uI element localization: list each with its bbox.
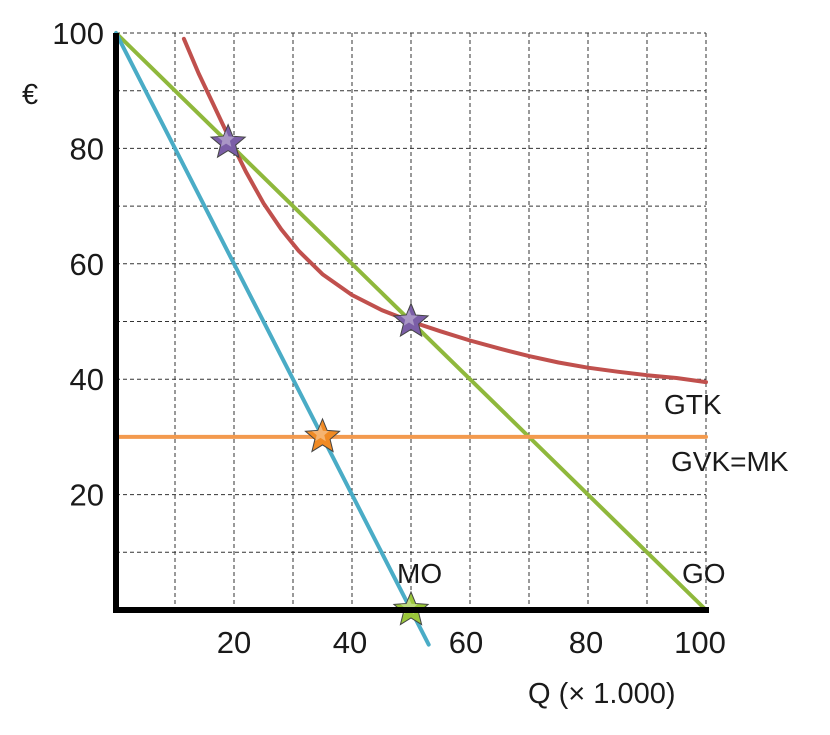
x-tick-label: 60 [449,625,483,660]
star-marker-GTK-GO-intersection [209,123,247,159]
star-marker-highlight [311,424,330,442]
y-tick-label: 100 [52,16,104,51]
star-marker-MO-MK-intersection [304,417,341,453]
series-line-mo [114,31,431,647]
label-mo: MO [397,558,442,589]
y-axis-label: € [22,79,38,111]
y-tick-label: 20 [70,478,104,513]
label-go: GO [682,558,726,589]
y-tick-label: 80 [70,131,104,166]
label-gtk: GTK [664,389,722,420]
star-marker-highlight [400,598,418,615]
marker-layer [209,123,430,626]
x-tick-label: 20 [217,625,251,660]
x-tick-label: 40 [333,625,367,660]
x-tick-label: 100 [674,625,726,660]
star-marker-highlight [400,309,418,326]
y-tick-label: 40 [70,362,104,397]
y-tick-label: 60 [70,247,104,282]
x-axis-label: Q (× 1.000) [528,678,676,710]
star-marker-highlight [217,130,235,147]
x-tick-label: 80 [569,625,603,660]
star-marker-GO-GTK-intersection [392,302,430,338]
label-gvk-mk: GVK=MK [671,446,789,477]
tick-labels: 20 40 60 80 100 20 40 60 80 100 [52,16,726,660]
axes [113,33,709,613]
